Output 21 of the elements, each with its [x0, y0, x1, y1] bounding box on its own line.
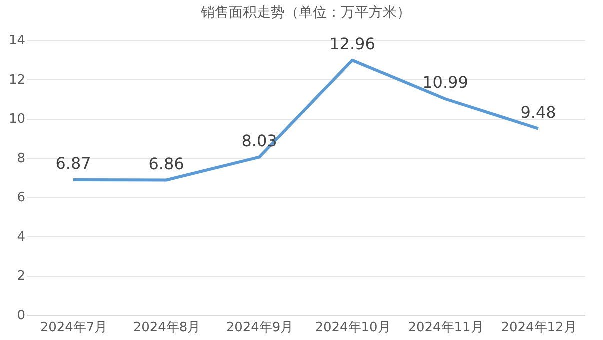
x-tick-label: 2024年8月 — [133, 320, 201, 336]
data-label: 6.87 — [56, 154, 92, 174]
y-tick-label: 2 — [17, 269, 26, 284]
y-tick-label: 0 — [17, 308, 26, 324]
x-tick-label: 2024年9月 — [226, 320, 294, 336]
y-tick-label: 4 — [17, 230, 26, 245]
x-tick-label: 2024年7月 — [40, 320, 108, 336]
data-label: 12.96 — [330, 34, 376, 54]
y-tick-label: 12 — [8, 72, 26, 88]
y-tick-label: 10 — [8, 112, 26, 128]
chart-title: 销售面积走势（单位：万平方米） — [200, 5, 411, 21]
data-label: 8.03 — [242, 131, 278, 150]
y-tick-label: 6 — [17, 190, 26, 206]
data-label: 6.86 — [148, 154, 184, 174]
data-label: 9.48 — [520, 102, 556, 122]
y-tick-label: 8 — [17, 151, 26, 166]
y-tick-label: 14 — [8, 34, 26, 48]
x-tick-label: 2024年10月 — [315, 320, 391, 336]
x-tick-label: 2024年12月 — [501, 320, 577, 336]
x-tick-label: 2024年11月 — [408, 320, 484, 336]
data-label: 10.99 — [422, 73, 468, 92]
